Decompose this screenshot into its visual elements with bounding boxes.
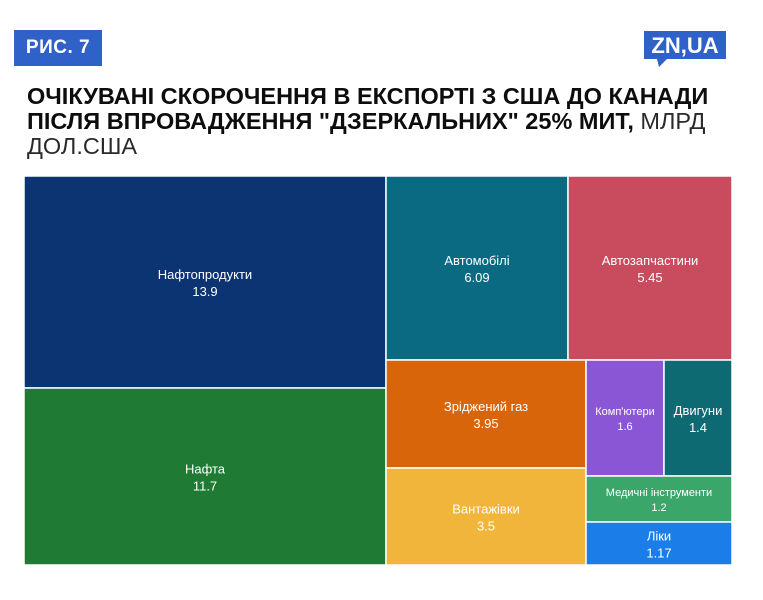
treemap-cell: Вантажівки 3.5 (385, 467, 587, 566)
treemap-cell: Медичні інструменти 1.2 (585, 475, 733, 523)
treemap-value: 5.45 (637, 270, 662, 285)
treemap-label: Ліки (647, 529, 671, 544)
treemap-cell: Нафтопродукти 13.9 (23, 175, 387, 389)
treemap-label: Нафтопродукти (158, 267, 252, 282)
treemap-rect (585, 475, 733, 523)
treemap-label: Зріджений газ (444, 399, 528, 414)
treemap-cell: Зріджений газ 3.95 (385, 359, 587, 469)
treemap-label: Вантажівки (452, 502, 520, 517)
treemap-value: 1.6 (617, 421, 632, 433)
zn-ua-logo: ZN,UA (641, 29, 729, 67)
chart-title-main: ОЧІКУВАНІ СКОРОЧЕННЯ В ЕКСПОРТІ З США ДО… (27, 83, 709, 134)
treemap-label: Двигуни (674, 403, 723, 418)
treemap-cell: Автозапчастини 5.45 (567, 175, 733, 361)
treemap-rect (585, 359, 665, 477)
treemap-value: 3.5 (477, 519, 495, 534)
treemap-rect (23, 387, 387, 566)
figure-label: РИС. 7 (14, 30, 102, 66)
treemap-cell: Нафта 11.7 (23, 387, 387, 566)
treemap-label: Комп'ютери (595, 406, 654, 418)
treemap-value: 1.4 (689, 420, 707, 435)
treemap-rect (23, 175, 387, 389)
treemap-cell: Автомобілі 6.09 (385, 175, 569, 361)
treemap-cell: Комп'ютери 1.6 (585, 359, 665, 477)
treemap-label: Автомобілі (444, 253, 509, 268)
treemap-rect (385, 359, 587, 469)
treemap-rect (385, 467, 587, 566)
treemap-label: Автозапчастини (602, 253, 699, 268)
treemap-label: Нафта (185, 462, 226, 477)
treemap-value: 1.2 (651, 502, 666, 514)
treemap-rect (385, 175, 569, 361)
treemap-cell: Двигуни 1.4 (663, 359, 733, 477)
treemap-value: 1.17 (646, 546, 671, 561)
chart-title: ОЧІКУВАНІ СКОРОЧЕННЯ В ЕКСПОРТІ З США ДО… (27, 84, 727, 159)
treemap-value: 3.95 (473, 416, 498, 431)
svg-text:ZN,UA: ZN,UA (651, 33, 718, 58)
treemap-rect (567, 175, 733, 361)
treemap-rect (663, 359, 733, 477)
treemap-rect (585, 521, 733, 566)
chart-title-unit: МЛРД ДОЛ.США (27, 108, 706, 159)
treemap-label: Медичні інструменти (606, 487, 712, 499)
treemap-value: 11.7 (193, 479, 217, 494)
treemap-value: 13.9 (192, 284, 217, 299)
treemap-value: 6.09 (464, 270, 489, 285)
treemap-cell: Ліки 1.17 (585, 521, 733, 566)
